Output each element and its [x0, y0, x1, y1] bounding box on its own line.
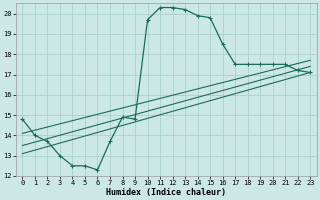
X-axis label: Humidex (Indice chaleur): Humidex (Indice chaleur)	[106, 188, 226, 197]
